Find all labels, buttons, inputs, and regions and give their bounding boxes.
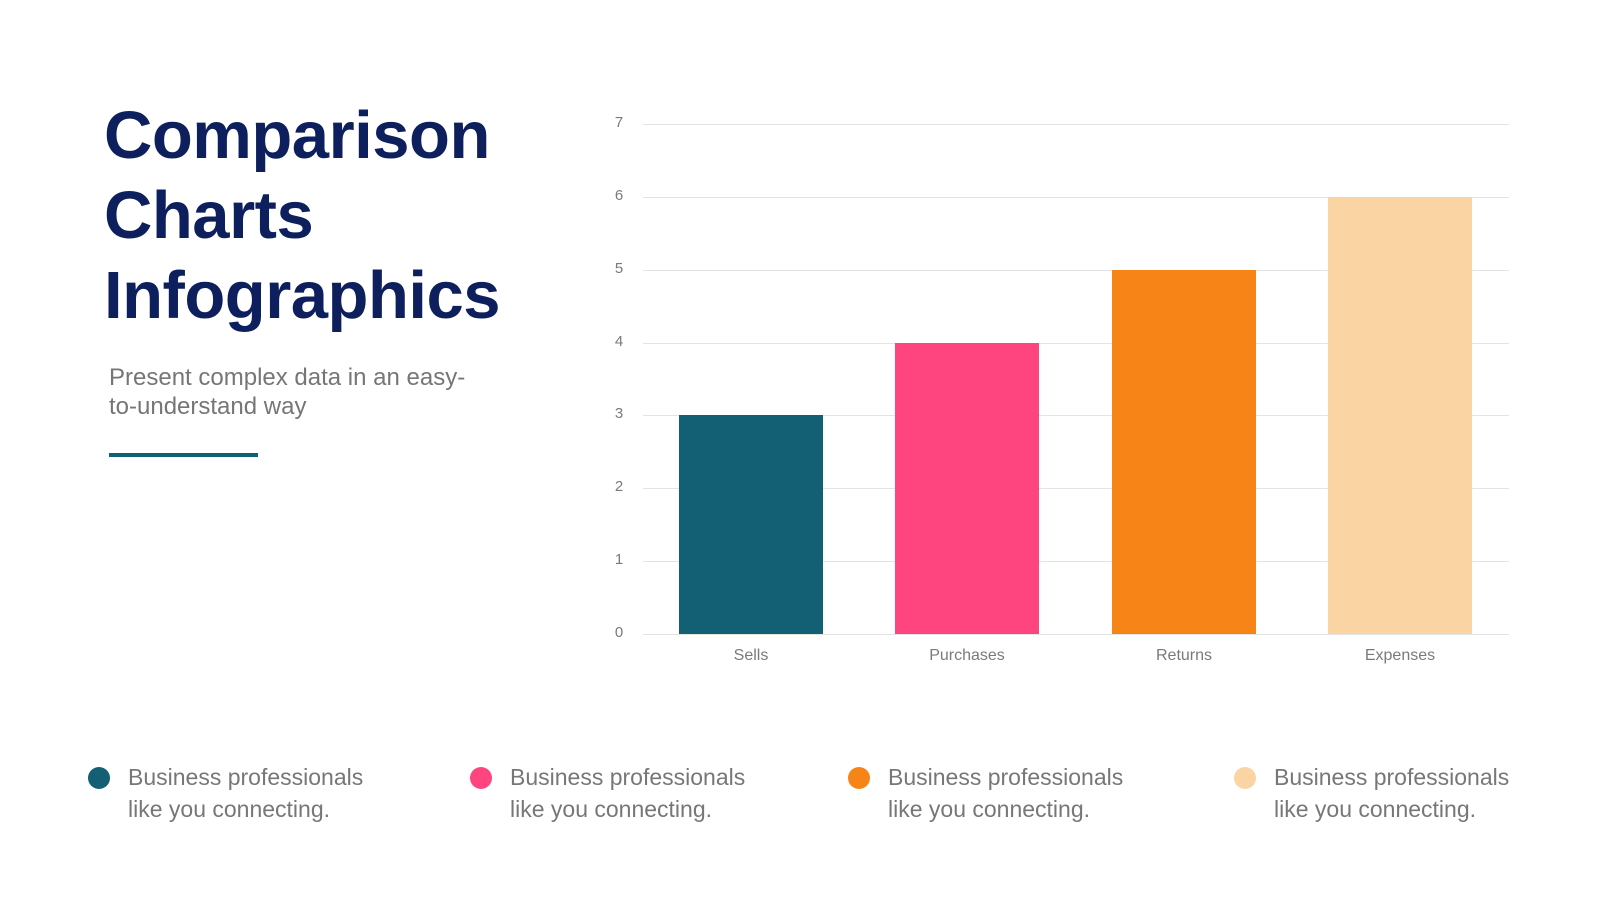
legend-line-2: like you connecting. (1274, 796, 1477, 822)
y-tick-label: 1 (614, 551, 624, 569)
x-category-label: Expenses (1364, 647, 1436, 664)
y-tick-label: 3 (614, 405, 624, 423)
legend-line-2: like you connecting. (888, 796, 1091, 822)
y-tick-label: 0 (614, 624, 624, 641)
bar-returns (1112, 269, 1256, 634)
x-category-label: Purchases (929, 647, 1005, 664)
slide-subtitle: Present complex data in an easy- to-unde… (109, 363, 529, 421)
gridline (643, 634, 1509, 635)
y-tick-label: 7 (614, 114, 624, 131)
legend-line-1: Business professionals (128, 764, 364, 790)
legend-dot-icon (848, 767, 870, 789)
bar-chart: 0 1 2 3 4 5 6 7 Sells Purchases Returns Expenses (614, 114, 1509, 664)
x-category-label: Returns (1155, 647, 1213, 664)
legend-text: Business professionals like you connectin… (128, 761, 428, 825)
gridline (643, 342, 1509, 344)
subtitle-line-2: to-understand way (109, 393, 307, 420)
bar-purchases (895, 342, 1039, 634)
legend-line-1: Business professionals (510, 764, 746, 790)
title-line-3: Infographics (104, 258, 501, 333)
x-category-label: Sells (733, 647, 769, 664)
accent-divider (109, 453, 258, 457)
bar-expenses (1328, 196, 1472, 634)
gridline (643, 124, 1509, 125)
legend-text: Business professionals like you connectin… (510, 761, 810, 825)
gridline (643, 269, 1509, 271)
subtitle-line-1: Present complex data in an easy- (109, 364, 466, 391)
legend-dot-icon (88, 767, 110, 789)
gridline (643, 196, 1509, 198)
y-tick-label: 6 (614, 186, 624, 204)
legend-line-1: Business professionals (888, 764, 1124, 790)
bar-sells (679, 415, 823, 634)
y-tick-label: 5 (614, 259, 624, 277)
gridline (643, 561, 1509, 563)
slide-title: Comparison Charts Infographics (104, 96, 501, 336)
legend-dot-icon (470, 767, 492, 789)
gridline (643, 415, 1509, 417)
title-line-2: Charts (104, 178, 314, 253)
gridline (643, 488, 1509, 490)
legend-text: Business professionals like you connectin… (888, 761, 1188, 825)
legend-dot-icon (1234, 767, 1256, 789)
legend-line-2: like you connecting. (510, 796, 713, 822)
y-tick-label: 4 (614, 332, 624, 350)
legend-line-1: Business professionals (1274, 764, 1510, 790)
y-tick-label: 2 (614, 478, 624, 496)
legend-text: Business professionals like you connectin… (1274, 761, 1574, 825)
legend-line-2: like you connecting. (128, 796, 331, 822)
title-line-1: Comparison (104, 98, 490, 173)
